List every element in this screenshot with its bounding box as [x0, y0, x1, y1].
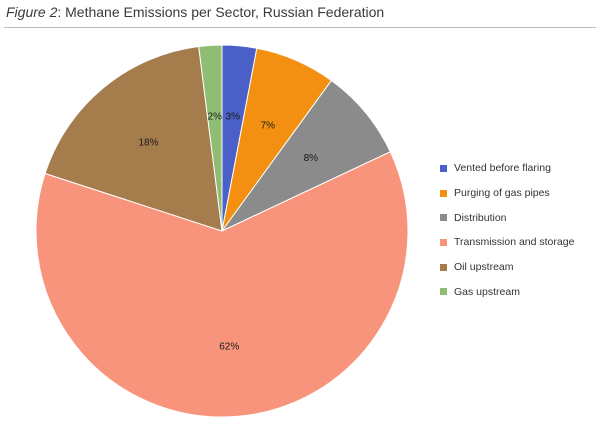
title-text: Methane Emissions per Sector, Russian Fe… [65, 4, 385, 20]
legend-item: Transmission and storage [440, 230, 574, 255]
legend-label: Distribution [454, 211, 507, 224]
legend-swatch [440, 263, 447, 271]
legend-item: Oil upstream [440, 255, 574, 280]
legend-swatch [440, 164, 447, 172]
slice-label: 2% [208, 111, 223, 122]
legend-swatch [440, 189, 447, 197]
title-separator: : [57, 4, 66, 20]
slice-label: 3% [226, 112, 241, 123]
slice-label: 7% [261, 121, 276, 132]
legend-label: Vented before flaring [454, 162, 551, 175]
legend-item: Gas upstream [440, 279, 574, 304]
legend-label: Gas upstream [454, 285, 520, 298]
pie-slice [221, 79, 391, 232]
legend-swatch [440, 214, 447, 222]
pie-slice [35, 151, 409, 418]
figure-number: Figure 2 [6, 4, 58, 20]
slice-label: 18% [138, 138, 158, 149]
legend-swatch [440, 238, 447, 246]
slice-label: 8% [304, 153, 319, 164]
legend-label: Oil upstream [454, 261, 514, 274]
chart-legend: Vented before flaring Purging of gas pipe… [440, 156, 574, 304]
legend-item: Purging of gas pipes [440, 181, 574, 206]
legend-label: Purging of gas pipes [454, 187, 550, 200]
chart-title: Figure 2: Methane Emissions per Sector, … [6, 4, 384, 20]
pie-slice [198, 44, 223, 232]
slice-label: 62% [219, 342, 239, 353]
legend-item: Vented before flaring [440, 156, 574, 181]
legend-item: Distribution [440, 205, 574, 230]
pie-slice [44, 45, 223, 232]
legend-swatch [440, 288, 447, 296]
title-divider [4, 27, 596, 28]
legend-label: Transmission and storage [454, 236, 575, 249]
